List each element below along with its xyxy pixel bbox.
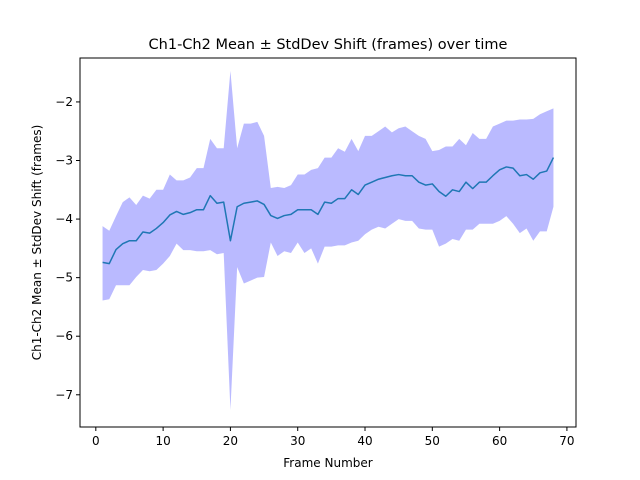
x-axis-ticks: 0 10 20 30 40 50 60 70 <box>92 427 575 448</box>
x-tick-label: 10 <box>155 434 170 448</box>
x-tick-label: 60 <box>492 434 507 448</box>
x-tick-label: 70 <box>559 434 574 448</box>
x-axis-label: Frame Number <box>283 456 372 470</box>
y-tick-label: −3 <box>55 154 73 168</box>
x-tick-label: 50 <box>425 434 440 448</box>
plot-area <box>102 70 555 411</box>
stddev-band <box>102 70 554 411</box>
y-axis-label: Ch1-Ch2 Mean ± StdDev Shift (frames) <box>30 125 44 361</box>
y-tick-label: −7 <box>55 388 73 402</box>
x-tick-label: 40 <box>357 434 372 448</box>
chart-title: Ch1-Ch2 Mean ± StdDev Shift (frames) ove… <box>149 37 508 53</box>
axes-frame <box>79 57 577 428</box>
y-tick-label: −5 <box>55 271 73 285</box>
y-tick-label: −6 <box>55 329 73 343</box>
y-tick-label: −2 <box>55 95 73 109</box>
y-axis-ticks: −7 −6 −5 −4 −3 −2 <box>55 95 80 402</box>
y-tick-label: −4 <box>55 212 73 226</box>
x-tick-label: 30 <box>290 434 305 448</box>
x-tick-label: 20 <box>223 434 238 448</box>
x-tick-label: 0 <box>92 434 100 448</box>
mean-line <box>102 157 555 265</box>
